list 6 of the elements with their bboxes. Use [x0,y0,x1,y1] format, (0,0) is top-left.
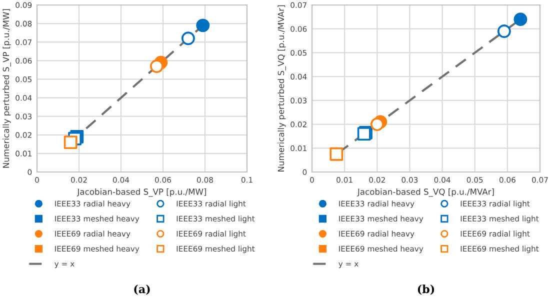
text: (a) [134,284,150,295]
y-axis-title: Numerically perturbed S_VQ [p.u./MVAr] [278,5,286,172]
y-axis-title: Numerically perturbed S_VP [p.u./MW] [2,9,11,168]
text: (b) [418,284,434,295]
x-axis-title: Jacobian-based S_VP [p.u./MW] [76,188,206,197]
x-axis-title: Jacobian-based S_VQ [p.u./MVAr] [357,188,494,197]
